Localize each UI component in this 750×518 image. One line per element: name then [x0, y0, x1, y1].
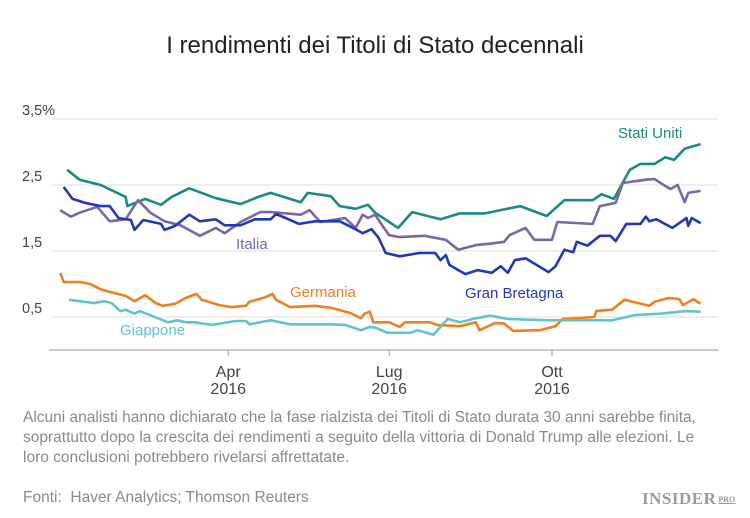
series-labels: Stati Uniti Italia Gran Bretagna Germania Gi…: [120, 125, 682, 339]
x-tick-label: Ott: [541, 364, 563, 381]
series-label: Germania: [290, 284, 357, 301]
series-label: Italia: [236, 236, 268, 253]
logo-text: INSIDER: [642, 489, 717, 508]
series-line-stati-uniti: [66, 142, 701, 230]
series-line-giappone: [68, 298, 701, 337]
y-tick-label: 2,5: [22, 169, 42, 185]
chart-title: I rendimenti dei Titoli di Stato decenna…: [166, 32, 584, 59]
x-tick-sublabel: 2016: [534, 381, 570, 398]
x-tick-label: Apr: [216, 364, 242, 381]
y-tick-label: 3,5%: [22, 103, 55, 119]
series-line-gran-bretagna: [62, 186, 702, 276]
series-lines: [58, 142, 702, 337]
series-line-germania: [58, 272, 702, 333]
logo-sup: PRO: [718, 495, 736, 504]
y-tick-label: 0,5: [22, 301, 42, 317]
series-label: Stati Uniti: [618, 125, 682, 142]
series-line-italia: [59, 177, 701, 251]
x-tick-sublabel: 2016: [210, 381, 246, 398]
x-tick-sublabel: 2016: [371, 381, 407, 398]
source-credit: Fonti: Haver Analytics; Thomson Reuters: [23, 489, 309, 506]
insider-pro-logo: INSIDER PRO: [642, 489, 735, 509]
series-label: Giappone: [120, 322, 185, 339]
x-tick-label: Lug: [376, 364, 403, 381]
y-tick-label: 1,5: [22, 235, 42, 251]
chart-note: Alcuni analisti hanno dichiarato che la …: [23, 409, 696, 466]
series-label: Gran Bretagna: [465, 285, 564, 302]
